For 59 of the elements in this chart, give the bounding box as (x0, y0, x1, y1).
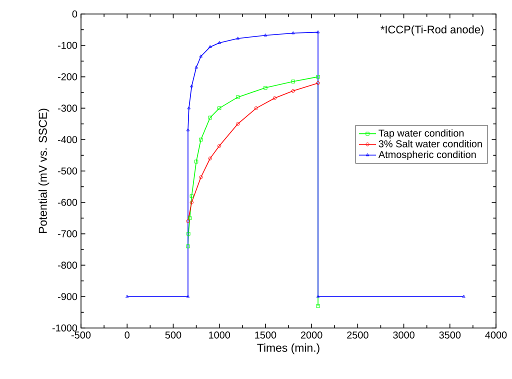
x-tick-label: -500 (71, 332, 91, 339)
y-tick-label: 0 (72, 10, 78, 18)
point (218, 41, 221, 44)
y-tick-label: -600 (58, 198, 78, 206)
y-tick-label: -1000 (52, 324, 78, 332)
point (190, 200, 194, 204)
point (291, 89, 295, 93)
x-tick-label: 1000 (209, 332, 230, 339)
point (217, 106, 222, 110)
point (208, 116, 212, 120)
y-tick-label: -400 (58, 136, 78, 144)
point (316, 30, 320, 34)
point (316, 74, 320, 79)
y-tick-label: -800 (58, 262, 78, 269)
legend-label: 3% Salt water condition (378, 140, 482, 148)
y-axis-title: Potential (mV vs. SSCE) (38, 108, 50, 233)
point (217, 144, 222, 148)
point (272, 96, 277, 100)
point (199, 175, 203, 180)
point (291, 80, 295, 84)
point (264, 86, 268, 90)
x-tick-label: 3000 (393, 332, 414, 339)
x-tick-label: 2000 (300, 332, 322, 339)
point (236, 95, 240, 100)
y-tick-label: -100 (58, 42, 78, 49)
x-tick-label: 2500 (347, 332, 368, 339)
point (254, 106, 258, 110)
y-tick-label: -900 (58, 293, 78, 300)
point (186, 232, 190, 236)
point (188, 216, 192, 220)
x-axis-title: Times (min.) (257, 343, 320, 354)
point (194, 160, 198, 164)
legend-label: Tap water condition (378, 129, 464, 139)
legend-label: Atmospheric condition (378, 150, 476, 160)
x-tick-label: 1500 (255, 332, 276, 339)
y-tick-label: -700 (58, 230, 78, 238)
point (291, 31, 295, 34)
point (199, 138, 203, 142)
point (186, 128, 190, 132)
annotation: *ICCP(Ti-Rod anode) (380, 25, 484, 36)
point (190, 194, 194, 198)
point (190, 84, 194, 88)
point (236, 122, 240, 126)
y-tick-label: -300 (58, 104, 78, 112)
point (186, 294, 190, 298)
x-tick-label: 0 (124, 332, 130, 339)
point (208, 45, 212, 48)
point (316, 294, 320, 298)
y-tick-label: -200 (58, 73, 78, 80)
y-tick-label: -500 (58, 167, 78, 175)
point (187, 106, 191, 110)
point (199, 54, 203, 58)
point (236, 36, 240, 40)
point (264, 34, 268, 36)
point (194, 66, 198, 68)
x-tick-label: 3500 (439, 332, 461, 339)
x-tick-label: 500 (165, 332, 182, 339)
x-tick-label: 4000 (485, 332, 507, 339)
point (208, 156, 212, 160)
